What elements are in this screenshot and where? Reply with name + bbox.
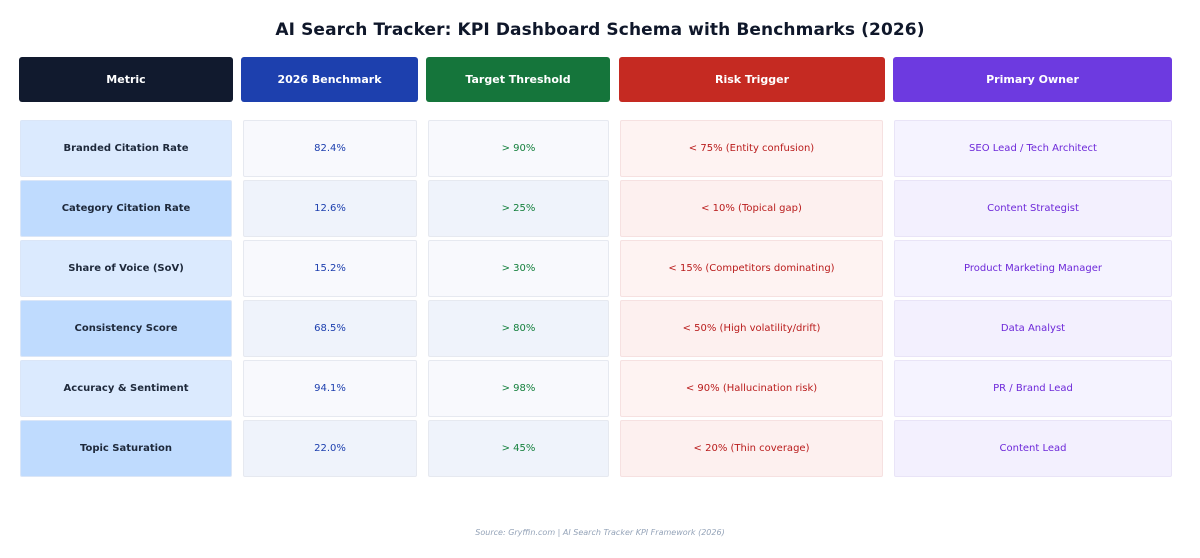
benchmark-cell: 12.6% bbox=[243, 180, 417, 237]
primary-owner-cell: SEO Lead / Tech Architect bbox=[894, 120, 1172, 177]
column-header-risk-trigger: Risk Trigger bbox=[619, 57, 885, 102]
risk-trigger-cell: < 15% (Competitors dominating) bbox=[620, 240, 883, 297]
metric-cell: Category Citation Rate bbox=[20, 180, 232, 237]
source-note: Source: Gryffin.com | AI Search Tracker … bbox=[475, 528, 725, 537]
metric-cell: Accuracy & Sentiment bbox=[20, 360, 232, 417]
table-row: Share of Voice (SoV) 15.2% > 30% < 15% (Com… bbox=[0, 240, 1200, 297]
risk-trigger-cell: < 90% (Hallucination risk) bbox=[620, 360, 883, 417]
benchmark-cell: 22.0% bbox=[243, 420, 417, 477]
column-header-benchmark: 2026 Benchmark bbox=[241, 57, 418, 102]
primary-owner-cell: Content Lead bbox=[894, 420, 1172, 477]
table-row: Branded Citation Rate 82.4% > 90% < 75% (En… bbox=[0, 120, 1200, 177]
target-threshold-cell: > 80% bbox=[428, 300, 609, 357]
primary-owner-cell: Content Strategist bbox=[894, 180, 1172, 237]
column-header-target-threshold: Target Threshold bbox=[426, 57, 610, 102]
benchmark-cell: 68.5% bbox=[243, 300, 417, 357]
column-header-metric: Metric bbox=[19, 57, 233, 102]
target-threshold-cell: > 98% bbox=[428, 360, 609, 417]
risk-trigger-cell: < 10% (Topical gap) bbox=[620, 180, 883, 237]
primary-owner-cell: Data Analyst bbox=[894, 300, 1172, 357]
column-header-primary-owner: Primary Owner bbox=[893, 57, 1172, 102]
risk-trigger-cell: < 20% (Thin coverage) bbox=[620, 420, 883, 477]
metric-cell: Topic Saturation bbox=[20, 420, 232, 477]
primary-owner-cell: PR / Brand Lead bbox=[894, 360, 1172, 417]
metric-cell: Branded Citation Rate bbox=[20, 120, 232, 177]
benchmark-cell: 82.4% bbox=[243, 120, 417, 177]
target-threshold-cell: > 30% bbox=[428, 240, 609, 297]
target-threshold-cell: > 45% bbox=[428, 420, 609, 477]
benchmark-cell: 94.1% bbox=[243, 360, 417, 417]
chart-title: AI Search Tracker: KPI Dashboard Schema … bbox=[275, 20, 925, 40]
risk-trigger-cell: < 75% (Entity confusion) bbox=[620, 120, 883, 177]
metric-cell: Share of Voice (SoV) bbox=[20, 240, 232, 297]
table-row: Consistency Score 68.5% > 80% < 50% (High v… bbox=[0, 300, 1200, 357]
table-row: Category Citation Rate 12.6% > 25% < 10% (T… bbox=[0, 180, 1200, 237]
risk-trigger-cell: < 50% (High volatility/drift) bbox=[620, 300, 883, 357]
table-row: Accuracy & Sentiment 94.1% > 98% < 90% (Hal… bbox=[0, 360, 1200, 417]
metric-cell: Consistency Score bbox=[20, 300, 232, 357]
benchmark-cell: 15.2% bbox=[243, 240, 417, 297]
primary-owner-cell: Product Marketing Manager bbox=[894, 240, 1172, 297]
table-header-row: Metric 2026 Benchmark Target Threshold Risk… bbox=[0, 57, 1200, 102]
target-threshold-cell: > 90% bbox=[428, 120, 609, 177]
table-row: Topic Saturation 22.0% > 45% < 20% (Thin co… bbox=[0, 420, 1200, 477]
target-threshold-cell: > 25% bbox=[428, 180, 609, 237]
